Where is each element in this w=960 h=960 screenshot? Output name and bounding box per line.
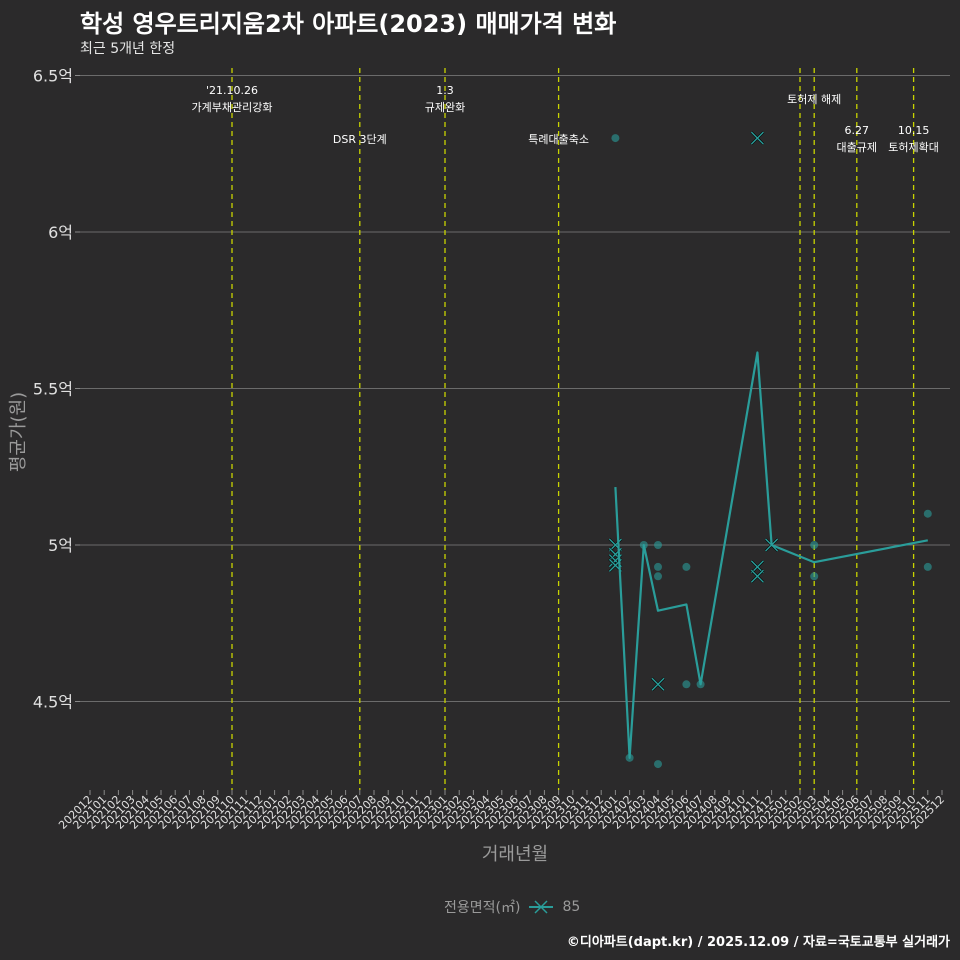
data-point <box>923 562 932 571</box>
event-annotation: 토허제 해제 <box>787 92 841 106</box>
data-point-x <box>750 569 765 584</box>
event-annotation: DSR 3단계 <box>333 133 387 146</box>
data-point <box>810 541 819 549</box>
legend: 전용면적(㎡) 85 <box>444 897 580 917</box>
legend-item-85: 85 <box>562 899 581 915</box>
event-annotation: 1.3 <box>436 84 454 97</box>
chart-subtitle: 최근 5개년 한정 <box>80 41 176 57</box>
y-tick-label: 5.5억 <box>33 380 73 399</box>
y-tick-label: 4.5억 <box>33 693 73 712</box>
y-axis-title: 평균가(원) <box>8 392 29 472</box>
event-annotation: 대출규제 <box>837 141 877 154</box>
event-annotation: 특례대출축소 <box>528 133 589 146</box>
data-point <box>682 680 691 689</box>
event-annotation: '21.10.26 <box>206 84 258 97</box>
data-point-x <box>750 131 765 145</box>
chart-title: 학성 영우트리지움2차 아파트(2023) 매매가격 변화 <box>80 10 617 38</box>
y-tick-label: 6억 <box>48 223 73 242</box>
data-point <box>923 509 932 518</box>
legend-title: 전용면적(㎡) <box>444 900 521 916</box>
source-footer: ©디아파트(dapt.kr) / 2025.12.09 / 자료=국토교통부 실… <box>566 935 950 950</box>
data-point <box>654 760 662 769</box>
event-annotation: 토허제확대 <box>888 141 939 154</box>
data-point-x <box>651 677 665 692</box>
x-axis-title: 거래년월 <box>482 844 548 865</box>
legend-x-line-icon <box>529 900 554 914</box>
event-annotation: 6.27 <box>845 124 870 137</box>
event-annotation: 규제완화 <box>425 101 465 114</box>
data-point <box>654 562 662 571</box>
event-annotation: 10.15 <box>898 124 930 137</box>
y-tick-label: 6.5억 <box>33 67 73 86</box>
data-point <box>682 562 691 571</box>
data-point <box>654 572 662 581</box>
y-tick-label: 5억 <box>48 536 73 555</box>
series-line-85 <box>614 351 929 759</box>
data-point <box>611 134 620 143</box>
event-annotation: 가계부채관리강화 <box>192 101 273 114</box>
data-point <box>810 572 819 581</box>
data-point <box>654 541 662 549</box>
